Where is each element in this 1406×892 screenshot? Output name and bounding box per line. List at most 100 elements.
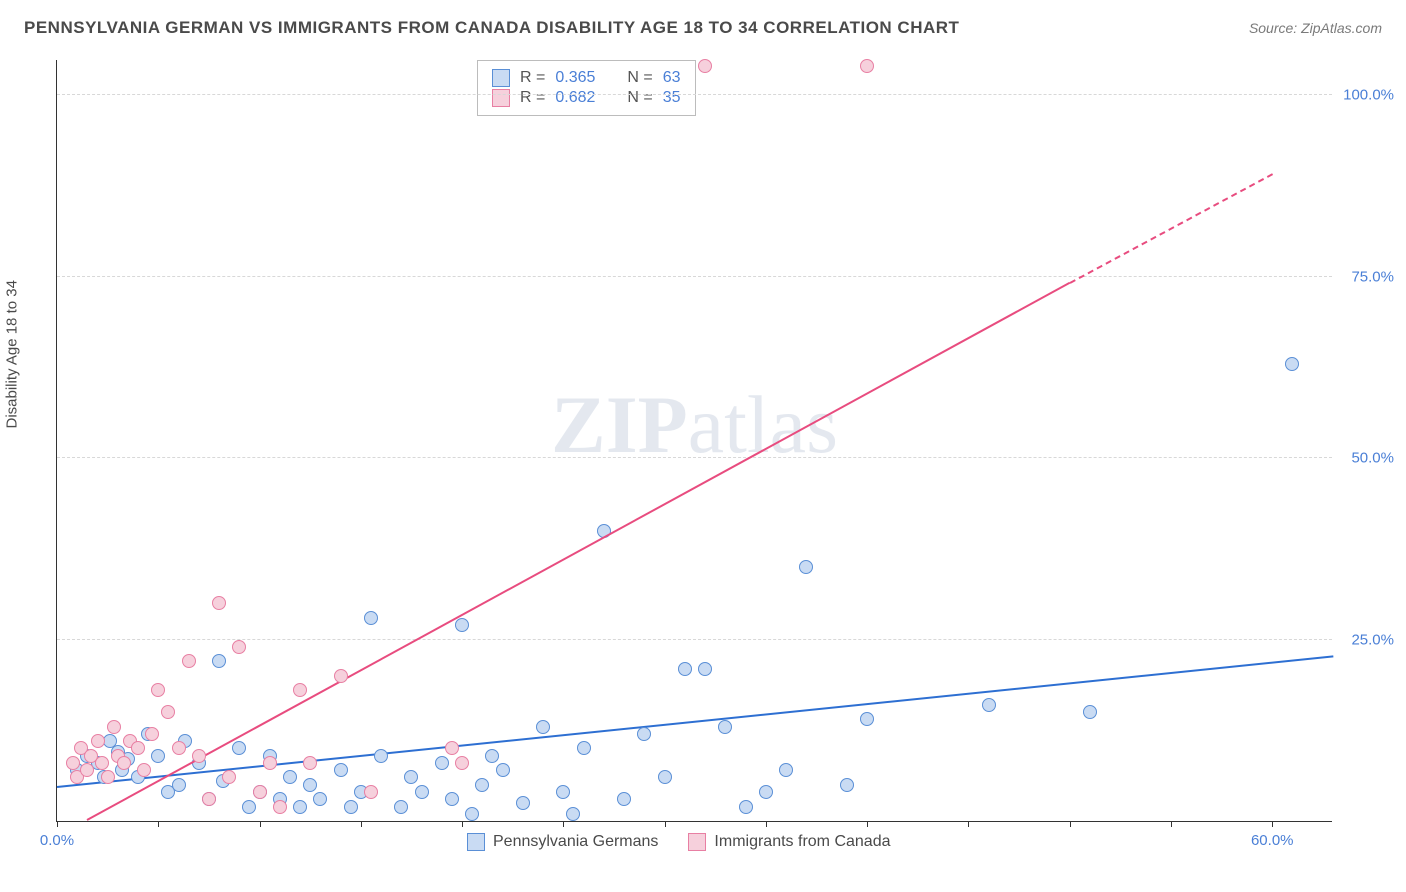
legend-swatch-icon xyxy=(467,833,485,851)
data-point xyxy=(475,778,489,792)
data-point xyxy=(137,763,151,777)
chart-source: Source: ZipAtlas.com xyxy=(1249,20,1382,36)
data-point xyxy=(860,712,874,726)
data-point xyxy=(212,654,226,668)
series-swatch-icon xyxy=(492,89,510,107)
x-tick xyxy=(1272,821,1273,827)
data-point xyxy=(344,800,358,814)
chart-header: PENNSYLVANIA GERMAN VS IMMIGRANTS FROM C… xyxy=(24,18,1382,38)
data-point xyxy=(334,669,348,683)
data-point xyxy=(364,785,378,799)
x-tick-label: 60.0% xyxy=(1251,832,1294,849)
gridline xyxy=(57,94,1332,95)
data-point xyxy=(263,756,277,770)
trend-line xyxy=(87,282,1070,821)
n-value: 63 xyxy=(663,69,681,87)
data-point xyxy=(172,741,186,755)
x-tick-label: 0.0% xyxy=(40,832,74,849)
data-point xyxy=(66,756,80,770)
data-point xyxy=(799,560,813,574)
x-tick xyxy=(766,821,767,827)
r-value: 0.682 xyxy=(555,89,595,107)
data-point xyxy=(779,763,793,777)
data-point xyxy=(465,807,479,821)
data-point xyxy=(860,59,874,73)
y-tick-label: 50.0% xyxy=(1351,450,1394,467)
data-point xyxy=(293,800,307,814)
data-point xyxy=(739,800,753,814)
data-point xyxy=(151,749,165,763)
x-tick xyxy=(1171,821,1172,827)
data-point xyxy=(445,741,459,755)
data-point xyxy=(145,727,159,741)
data-point xyxy=(496,763,510,777)
data-point xyxy=(182,654,196,668)
watermark: ZIPatlas xyxy=(551,378,838,472)
data-point xyxy=(101,770,115,784)
data-point xyxy=(91,734,105,748)
gridline xyxy=(57,639,1332,640)
trend-line xyxy=(57,656,1333,789)
y-axis-label: Disability Age 18 to 34 xyxy=(4,280,21,428)
data-point xyxy=(151,683,165,697)
r-value: 0.365 xyxy=(555,69,595,87)
data-point xyxy=(374,749,388,763)
x-tick xyxy=(665,821,666,827)
data-point xyxy=(273,800,287,814)
data-point xyxy=(232,640,246,654)
x-tick xyxy=(563,821,564,827)
data-point xyxy=(435,756,449,770)
data-point xyxy=(982,698,996,712)
data-point xyxy=(364,611,378,625)
data-point xyxy=(485,749,499,763)
chart-title: PENNSYLVANIA GERMAN VS IMMIGRANTS FROM C… xyxy=(24,18,959,38)
data-point xyxy=(1285,357,1299,371)
data-point xyxy=(536,720,550,734)
data-point xyxy=(172,778,186,792)
data-point xyxy=(698,662,712,676)
x-tick xyxy=(57,821,58,827)
chart-legend: Pennsylvania Germans Immigrants from Can… xyxy=(467,833,890,851)
legend-swatch-icon xyxy=(688,833,706,851)
data-point xyxy=(161,705,175,719)
data-point xyxy=(404,770,418,784)
x-tick xyxy=(361,821,362,827)
x-tick xyxy=(1070,821,1071,827)
r-label: R = xyxy=(520,69,545,87)
x-tick xyxy=(867,821,868,827)
gridline xyxy=(57,457,1332,458)
data-point xyxy=(107,720,121,734)
data-point xyxy=(516,796,530,810)
legend-label: Immigrants from Canada xyxy=(714,833,890,851)
data-point xyxy=(759,785,773,799)
data-point xyxy=(253,785,267,799)
data-point xyxy=(303,756,317,770)
data-point xyxy=(840,778,854,792)
data-point xyxy=(566,807,580,821)
data-point xyxy=(283,770,297,784)
y-tick-label: 100.0% xyxy=(1343,87,1394,104)
data-point xyxy=(242,800,256,814)
legend-item: Pennsylvania Germans xyxy=(467,833,658,851)
data-point xyxy=(293,683,307,697)
data-point xyxy=(678,662,692,676)
scatter-chart: ZIPatlas R = 0.365 N = 63 R = 0.682 N = … xyxy=(56,60,1332,822)
data-point xyxy=(698,59,712,73)
stat-row: R = 0.365 N = 63 xyxy=(492,69,681,87)
legend-label: Pennsylvania Germans xyxy=(493,833,658,851)
data-point xyxy=(334,763,348,777)
data-point xyxy=(192,749,206,763)
n-label: N = xyxy=(627,89,652,107)
r-label: R = xyxy=(520,89,545,107)
data-point xyxy=(637,727,651,741)
n-label: N = xyxy=(627,69,652,87)
data-point xyxy=(718,720,732,734)
x-tick xyxy=(158,821,159,827)
data-point xyxy=(95,756,109,770)
stat-row: R = 0.682 N = 35 xyxy=(492,89,681,107)
data-point xyxy=(1083,705,1097,719)
data-point xyxy=(617,792,631,806)
x-tick xyxy=(260,821,261,827)
x-tick xyxy=(462,821,463,827)
correlation-stats-box: R = 0.365 N = 63 R = 0.682 N = 35 xyxy=(477,60,696,116)
